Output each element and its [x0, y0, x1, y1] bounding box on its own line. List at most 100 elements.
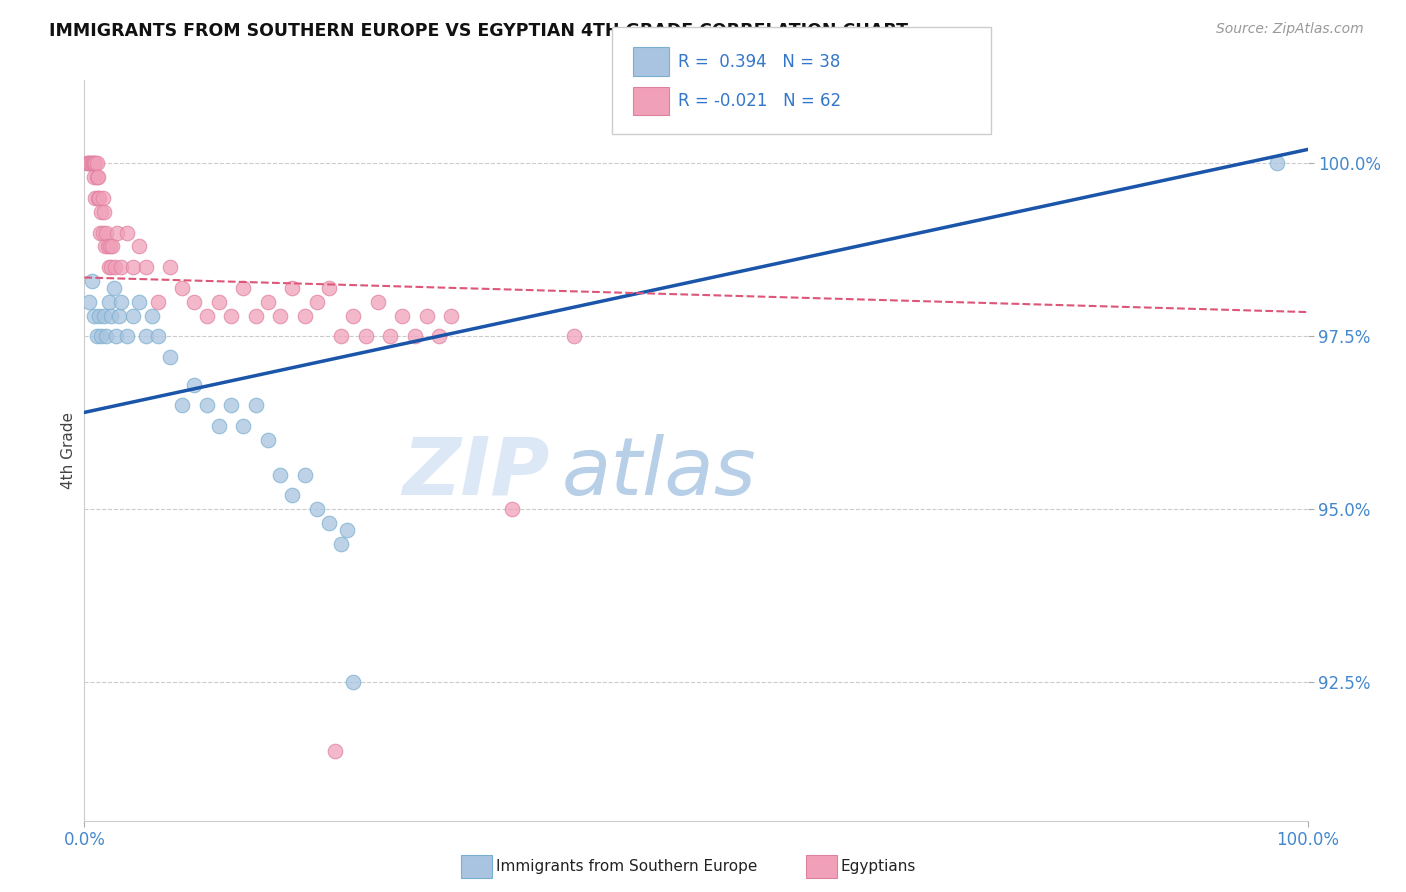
Point	[257, 294, 280, 309]
Point	[323, 744, 346, 758]
Point	[83, 156, 105, 170]
Point	[80, 156, 103, 170]
Point	[245, 399, 267, 413]
Text: atlas: atlas	[561, 434, 756, 512]
Point	[367, 294, 389, 309]
Point	[91, 226, 114, 240]
Point	[77, 156, 100, 170]
Point	[115, 226, 138, 240]
Point	[146, 294, 169, 309]
Text: Immigrants from Southern Europe: Immigrants from Southern Europe	[496, 859, 758, 873]
Point	[103, 281, 125, 295]
Text: Egyptians: Egyptians	[841, 859, 917, 873]
Text: ZIP: ZIP	[402, 434, 550, 512]
Point	[1265, 156, 1288, 170]
Point	[146, 329, 169, 343]
Point	[83, 309, 105, 323]
Point	[91, 191, 114, 205]
Point	[183, 294, 205, 309]
Point	[96, 226, 118, 240]
Point	[90, 204, 112, 219]
Point	[159, 350, 181, 364]
Point	[195, 399, 218, 413]
Point	[104, 260, 127, 274]
Text: R =  0.394   N = 38: R = 0.394 N = 38	[678, 53, 839, 70]
Point	[77, 294, 100, 309]
Point	[98, 239, 121, 253]
Point	[122, 260, 145, 274]
Point	[107, 309, 129, 323]
Point	[141, 309, 163, 323]
Point	[96, 329, 118, 343]
Point	[318, 281, 340, 295]
Point	[87, 170, 110, 185]
Point	[122, 309, 145, 323]
Point	[86, 329, 108, 343]
Point	[219, 399, 242, 413]
Point	[76, 156, 98, 170]
Point	[93, 309, 115, 323]
Point	[281, 488, 304, 502]
Point	[110, 260, 132, 274]
Point	[502, 502, 524, 516]
Point	[84, 156, 107, 170]
Point	[128, 294, 150, 309]
Text: IMMIGRANTS FROM SOUTHERN EUROPE VS EGYPTIAN 4TH GRADE CORRELATION CHART: IMMIGRANTS FROM SOUTHERN EUROPE VS EGYPT…	[49, 22, 908, 40]
Point	[105, 226, 128, 240]
Point	[294, 467, 316, 482]
Point	[86, 156, 108, 170]
Point	[100, 260, 122, 274]
Text: R = -0.021   N = 62: R = -0.021 N = 62	[678, 92, 841, 110]
Point	[391, 309, 413, 323]
Y-axis label: 4th Grade: 4th Grade	[60, 412, 76, 489]
Point	[318, 516, 340, 530]
Point	[183, 377, 205, 392]
Point	[97, 260, 120, 274]
Point	[354, 329, 377, 343]
Point	[195, 309, 218, 323]
Point	[87, 191, 110, 205]
Point	[128, 239, 150, 253]
Point	[269, 467, 291, 482]
Point	[427, 329, 450, 343]
Point	[97, 239, 120, 253]
Point	[232, 281, 254, 295]
Point	[404, 329, 426, 343]
Point	[257, 433, 280, 447]
Point	[269, 309, 291, 323]
Point	[135, 260, 157, 274]
Point	[93, 204, 115, 219]
Point	[87, 191, 110, 205]
Point	[83, 170, 105, 185]
Point	[416, 309, 439, 323]
Point	[380, 329, 402, 343]
Point	[87, 309, 110, 323]
Point	[305, 294, 328, 309]
Text: Source: ZipAtlas.com: Source: ZipAtlas.com	[1216, 22, 1364, 37]
Point	[84, 191, 107, 205]
Point	[281, 281, 304, 295]
Point	[80, 274, 103, 288]
Point	[305, 502, 328, 516]
Point	[89, 226, 111, 240]
Point	[82, 156, 104, 170]
Point	[97, 294, 120, 309]
Point	[172, 281, 194, 295]
Point	[208, 419, 231, 434]
Point	[115, 329, 138, 343]
Point	[342, 309, 364, 323]
Point	[336, 523, 359, 537]
Point	[562, 329, 585, 343]
Point	[90, 329, 112, 343]
Point	[105, 329, 128, 343]
Point	[159, 260, 181, 274]
Point	[294, 309, 316, 323]
Point	[94, 239, 117, 253]
Point	[440, 309, 463, 323]
Point	[232, 419, 254, 434]
Point	[77, 156, 100, 170]
Point	[330, 329, 353, 343]
Point	[100, 309, 122, 323]
Point	[219, 309, 242, 323]
Point	[135, 329, 157, 343]
